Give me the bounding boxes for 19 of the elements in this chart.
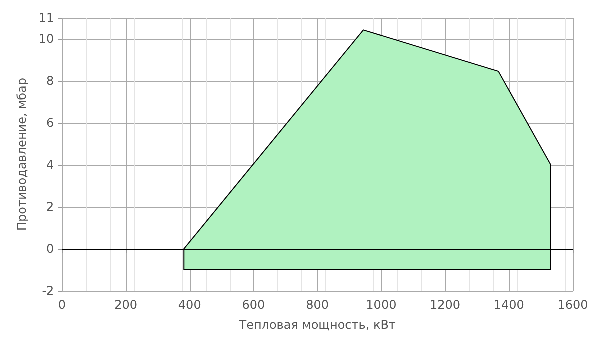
y-tick-label: 4 <box>46 158 54 172</box>
y-tick-label: 2 <box>46 200 54 214</box>
x-tick-label: 1200 <box>430 298 461 312</box>
y-axis-title: Противодавление, мбар <box>15 78 29 232</box>
y-tick-label: 8 <box>46 74 54 88</box>
y-tick-label: -2 <box>42 284 54 298</box>
x-tick-label: 1400 <box>494 298 524 312</box>
x-axis-title: Тепловая мощность, кВт <box>238 318 396 332</box>
x-tick-label: 800 <box>306 298 330 312</box>
x-tick-label: 200 <box>114 298 138 312</box>
x-tick-label: 1600 <box>558 298 588 312</box>
x-tick-label: 0 <box>58 298 66 312</box>
x-tick-label: 400 <box>178 298 202 312</box>
y-tick-label: 11 <box>38 11 54 25</box>
y-tick-label: 6 <box>46 116 54 130</box>
y-tick-label: 10 <box>38 32 54 46</box>
x-tick-label: 1000 <box>366 298 397 312</box>
y-tick-label: 0 <box>46 242 54 256</box>
x-tick-label: 600 <box>242 298 266 312</box>
